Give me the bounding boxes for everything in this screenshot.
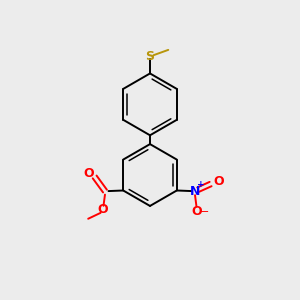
Text: O: O — [98, 203, 108, 216]
Text: −: − — [200, 207, 209, 217]
Text: +: + — [197, 180, 205, 189]
Text: N: N — [190, 184, 200, 198]
Text: S: S — [146, 50, 154, 63]
Text: O: O — [84, 167, 94, 181]
Text: O: O — [213, 175, 224, 188]
Text: O: O — [192, 205, 203, 218]
